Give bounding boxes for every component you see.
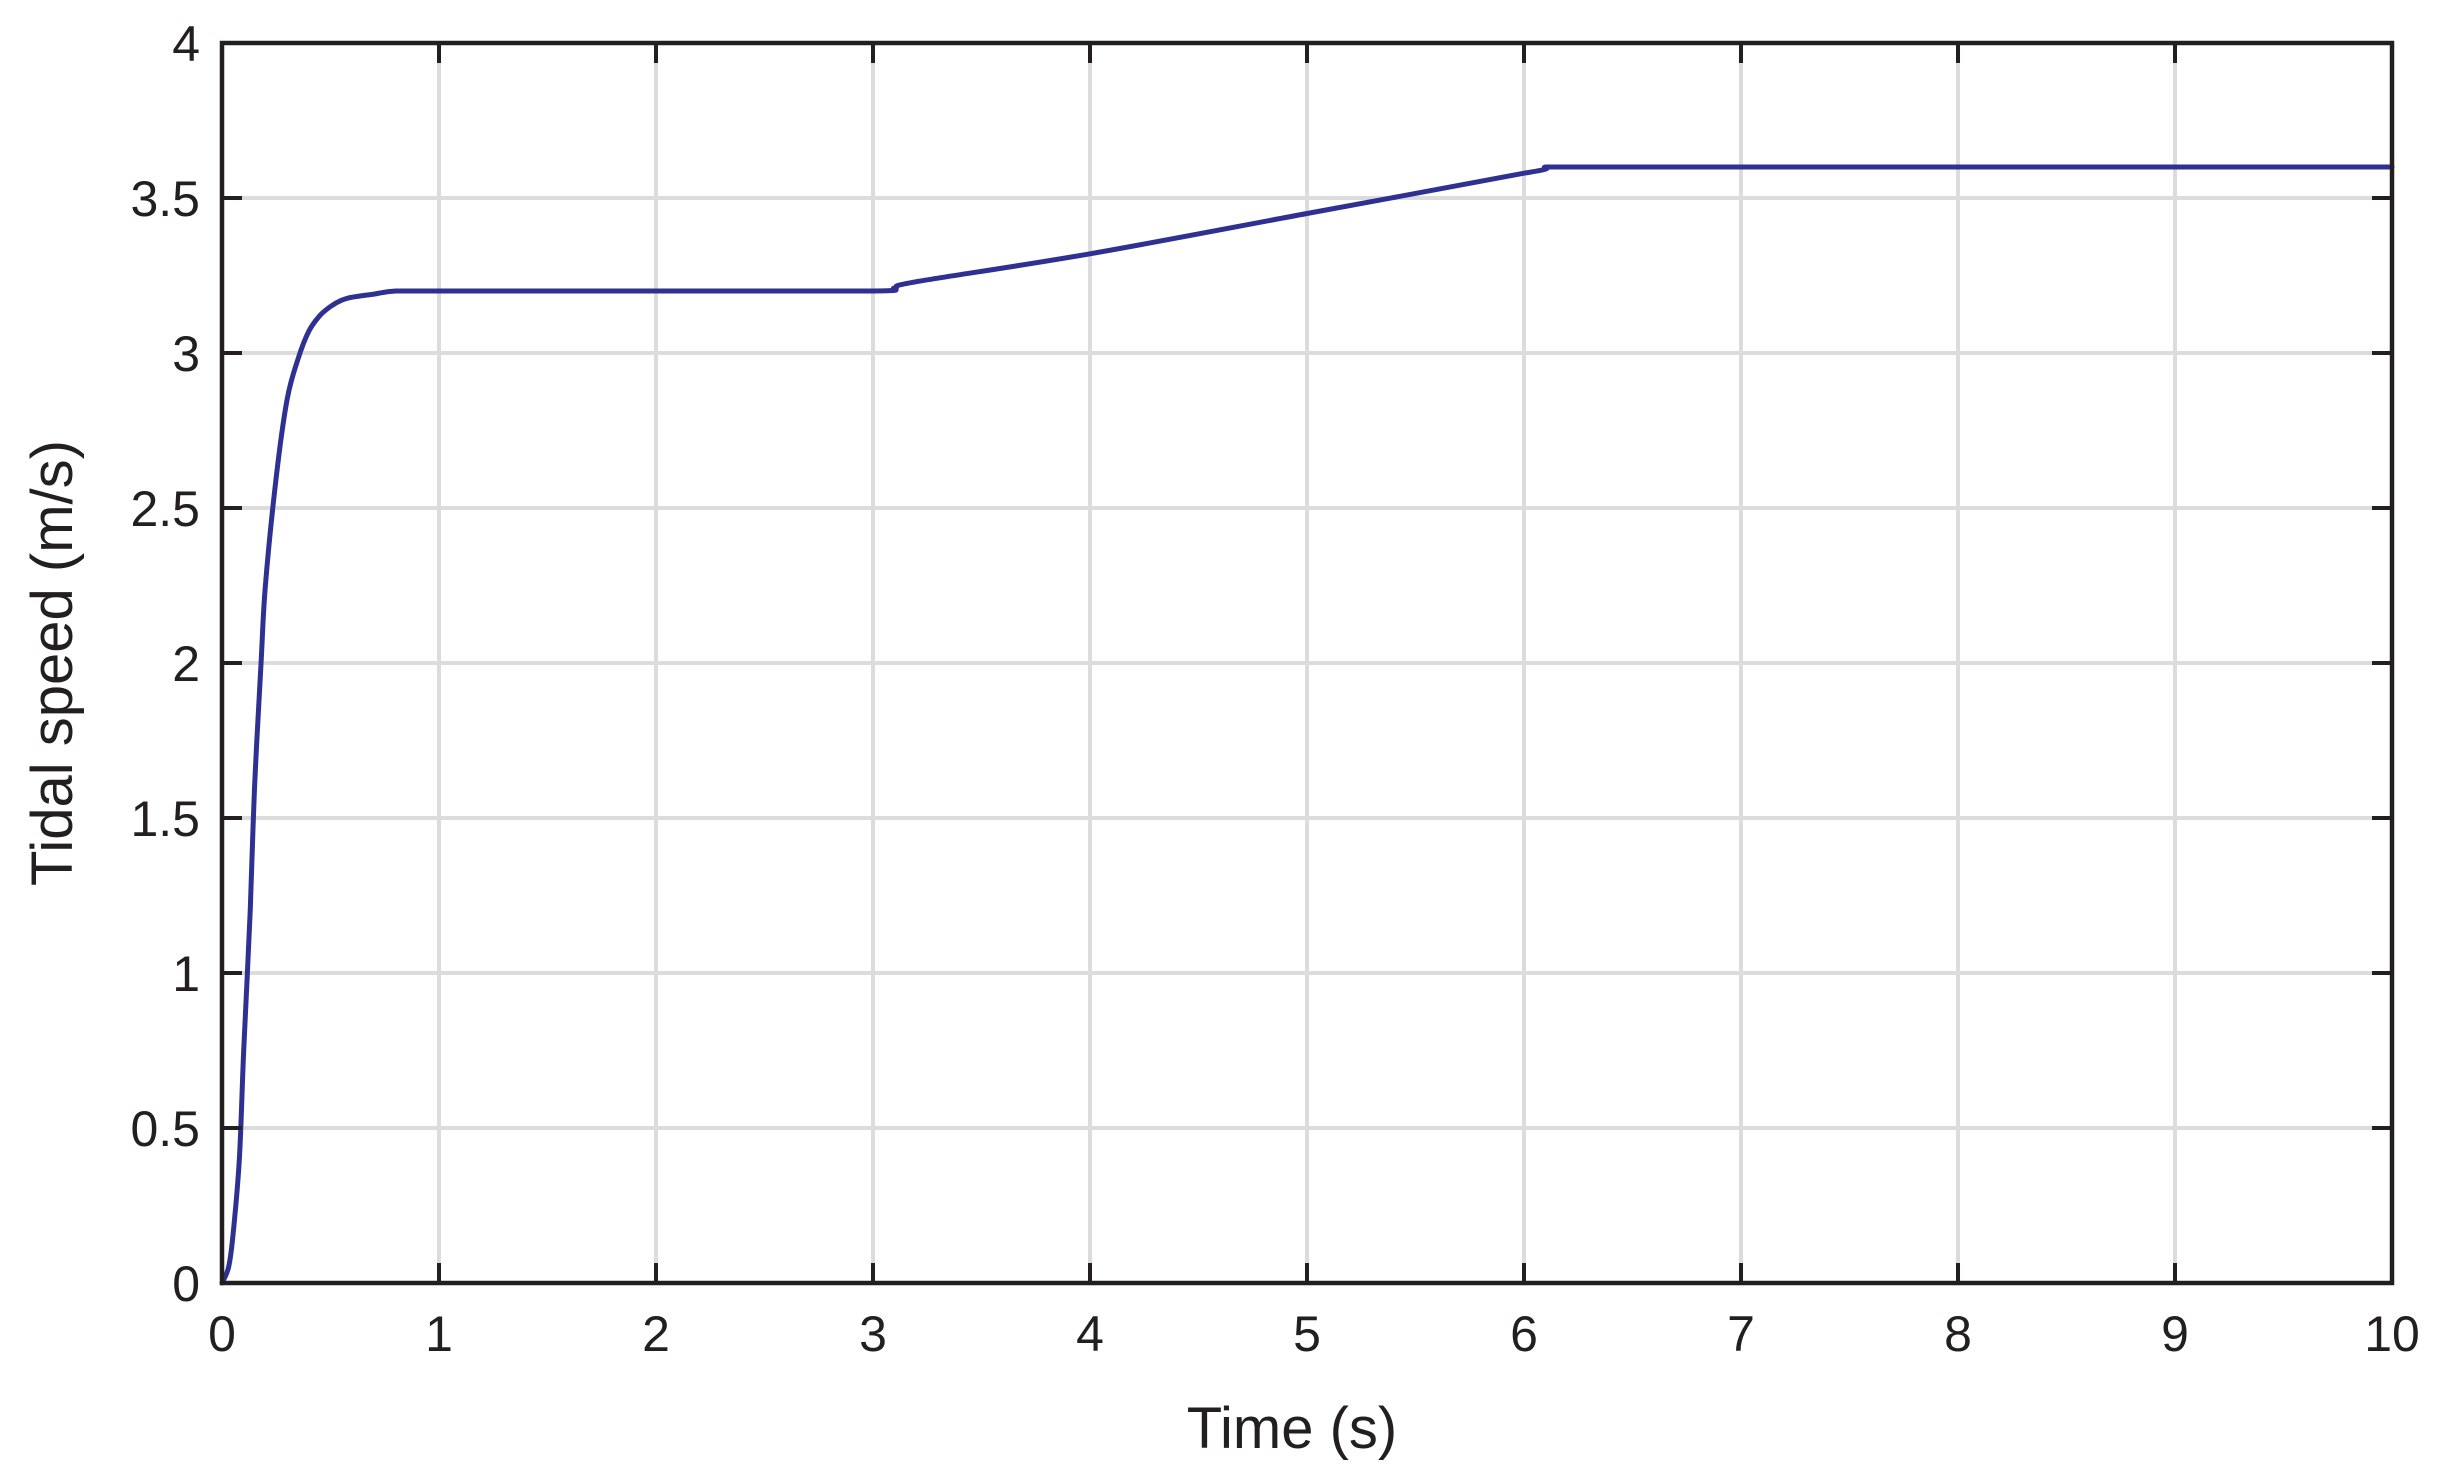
- x-tick-label: 0: [208, 1306, 236, 1362]
- y-tick-label: 0.5: [130, 1101, 200, 1157]
- y-tick-label: 4: [172, 16, 200, 72]
- y-tick-label: 1: [172, 946, 200, 1002]
- x-tick-label: 10: [2364, 1306, 2420, 1362]
- y-axis-tick-labels: 0 0.5 1 1.5 2 2.5 3 3.5 4: [130, 16, 200, 1312]
- x-tick-label: 8: [1944, 1306, 1972, 1362]
- x-tick-label: 6: [1510, 1306, 1538, 1362]
- series-line: [219, 164, 2395, 1286]
- y-tick-label: 3: [172, 326, 200, 382]
- y-axis-title: Tidal speed (m/s): [20, 440, 85, 886]
- tick-marks: [220, 41, 2394, 1285]
- grid: [222, 43, 2392, 1283]
- y-tick-label: 1.5: [130, 791, 200, 847]
- x-tick-label: 5: [1293, 1306, 1321, 1362]
- x-tick-label: 3: [859, 1306, 887, 1362]
- y-tick-label: 2: [172, 636, 200, 692]
- y-tick-label: 2.5: [130, 481, 200, 537]
- y-tick-label: 0: [172, 1256, 200, 1312]
- x-tick-label: 4: [1076, 1306, 1104, 1362]
- y-tick-label: 3.5: [130, 171, 200, 227]
- x-tick-label: 1: [425, 1306, 453, 1362]
- data-series: [219, 164, 2395, 1286]
- x-tick-label: 2: [642, 1306, 670, 1362]
- x-tick-label: 9: [2161, 1306, 2189, 1362]
- x-axis-tick-labels: 0 1 2 3 4 5 6 7 8 9 10: [208, 1306, 2420, 1362]
- x-axis-title: Time (s): [1187, 1396, 1397, 1461]
- x-tick-label: 7: [1727, 1306, 1755, 1362]
